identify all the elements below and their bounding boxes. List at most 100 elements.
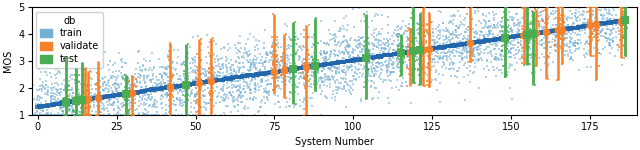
Point <box>216 57 227 60</box>
Point <box>316 64 326 66</box>
Point <box>310 58 321 60</box>
Point <box>91 83 101 86</box>
Point <box>113 87 123 89</box>
Point <box>175 89 185 92</box>
Point <box>504 11 514 14</box>
Point <box>246 74 257 77</box>
Point <box>432 50 442 53</box>
Point <box>433 48 444 50</box>
Point <box>502 48 512 50</box>
Point <box>133 76 143 78</box>
Point <box>121 92 131 95</box>
Point <box>551 23 561 26</box>
Point <box>200 82 211 84</box>
Point <box>470 61 481 64</box>
Point <box>214 70 224 73</box>
Point <box>326 97 337 99</box>
Point <box>281 67 291 70</box>
Point <box>520 29 530 32</box>
Point <box>578 25 588 27</box>
Point <box>536 31 546 34</box>
Point <box>429 58 440 60</box>
Point <box>86 98 96 100</box>
Point <box>577 13 588 16</box>
Point <box>424 12 434 14</box>
Point <box>154 114 164 116</box>
Point <box>543 18 553 20</box>
Point <box>541 18 551 21</box>
Point <box>298 58 308 61</box>
Point <box>554 34 564 37</box>
Point <box>251 74 261 76</box>
Point <box>381 66 392 69</box>
Point <box>329 48 339 51</box>
Point <box>566 6 577 8</box>
Point <box>50 114 60 116</box>
Point <box>447 50 458 53</box>
Point <box>281 75 291 77</box>
Point <box>186 111 196 113</box>
Point <box>257 80 267 83</box>
Point <box>540 9 550 11</box>
Point <box>229 70 239 72</box>
Point <box>533 21 543 23</box>
Point <box>316 85 326 87</box>
Point <box>268 63 278 65</box>
Point <box>520 15 530 17</box>
Point <box>579 10 589 13</box>
Point <box>456 52 467 54</box>
Point <box>40 114 50 116</box>
Point <box>339 86 349 88</box>
Point <box>435 43 445 45</box>
Point <box>250 78 260 80</box>
Point <box>534 12 545 14</box>
Point <box>337 51 347 53</box>
Point <box>416 60 426 62</box>
Point <box>239 91 250 93</box>
Point <box>240 108 250 111</box>
Point <box>245 98 255 101</box>
Point <box>613 20 623 22</box>
Point <box>47 114 58 116</box>
Point <box>147 88 157 91</box>
Point <box>351 58 361 61</box>
Point <box>585 19 595 21</box>
Point <box>445 64 455 66</box>
Point <box>595 6 605 8</box>
Point <box>501 41 511 43</box>
Point <box>433 46 444 49</box>
Point <box>588 14 598 16</box>
Point <box>71 98 81 101</box>
Point <box>290 63 300 65</box>
Point <box>61 109 71 111</box>
Point <box>429 44 439 47</box>
Point <box>438 46 448 49</box>
Point <box>429 77 440 80</box>
Point <box>326 49 336 52</box>
Point <box>328 60 338 63</box>
Point <box>460 43 470 45</box>
Point <box>328 78 339 81</box>
Point <box>127 98 137 100</box>
Point <box>483 34 493 36</box>
Point <box>221 78 231 80</box>
Point <box>84 107 95 109</box>
Point <box>528 18 538 20</box>
Point <box>374 62 384 64</box>
Point <box>566 27 577 29</box>
Point <box>529 19 539 21</box>
Point <box>198 73 209 75</box>
Point <box>207 49 217 52</box>
Point <box>95 105 106 107</box>
Point <box>452 69 463 72</box>
Point <box>570 45 580 47</box>
Point <box>403 55 413 58</box>
Point <box>488 33 498 35</box>
Point <box>100 81 110 83</box>
Point <box>204 76 214 78</box>
Point <box>239 88 249 90</box>
Point <box>418 55 428 58</box>
Point <box>225 46 235 49</box>
Point <box>67 97 77 99</box>
Point <box>73 89 83 92</box>
